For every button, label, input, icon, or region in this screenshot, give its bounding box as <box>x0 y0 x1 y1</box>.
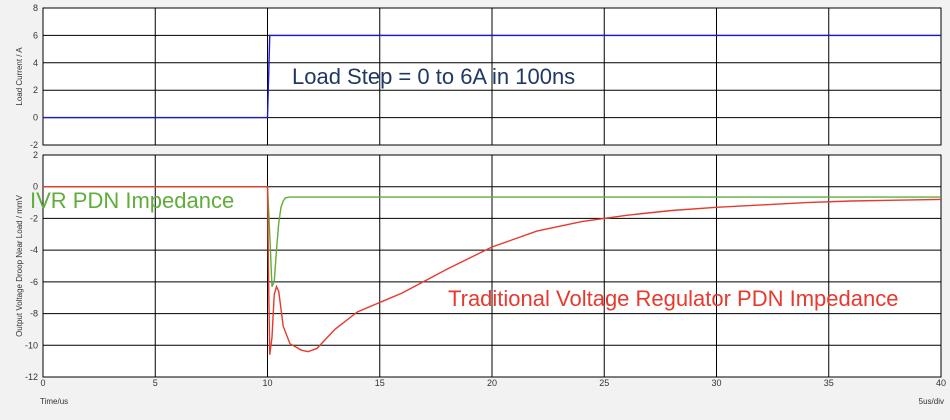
x-tick-label: 15 <box>375 378 385 388</box>
y-tick-label: 2 <box>33 85 38 95</box>
series-label-1: Traditional Voltage Regulator PDN Impeda… <box>448 286 898 311</box>
y-tick-label: 2 <box>33 150 38 160</box>
y-axis-label: Load Current / A <box>15 47 24 106</box>
y-tick-label: -8 <box>30 309 38 319</box>
y-tick-label: -4 <box>30 245 38 255</box>
x-axis-label: Time/us <box>40 397 68 406</box>
x-tick-label: 35 <box>824 378 834 388</box>
y-tick-label: 6 <box>33 30 38 40</box>
y-tick-label: -6 <box>30 277 38 287</box>
y-tick-label: -10 <box>25 340 38 350</box>
series-line-0 <box>43 34 941 119</box>
x-tick-label: 0 <box>40 378 45 388</box>
y-tick-label: 0 <box>33 182 38 192</box>
panel-0: -2 0 2 4 6 8 Load Current / A Load Step = 0 to … <box>15 3 942 150</box>
series-line-0 <box>43 186 941 287</box>
x-tick-label: 20 <box>487 378 497 388</box>
x-tick-label: 40 <box>936 378 946 388</box>
y-tick-label: 0 <box>33 113 38 123</box>
y-tick-label: 8 <box>33 3 38 13</box>
y-tick-label: -12 <box>25 372 38 382</box>
x-tick-label: 25 <box>599 378 609 388</box>
y-tick-label: -2 <box>30 213 38 223</box>
y-tick-label: -2 <box>30 140 38 150</box>
y-tick-label: 4 <box>33 58 38 68</box>
y-axis-label: Output Voltage Droop Near Load / mmV <box>15 194 24 337</box>
annotation: Load Step = 0 to 6A in 100ns <box>292 64 575 89</box>
x-tick-label: 30 <box>711 378 721 388</box>
x-tick-label: 10 <box>262 378 272 388</box>
series-line-1 <box>43 186 942 355</box>
x-tick-label: 5 <box>153 378 158 388</box>
series-label-0: IVR PDN Impedance <box>30 188 234 213</box>
x-axis-scale-label: 5us/div <box>919 397 944 406</box>
